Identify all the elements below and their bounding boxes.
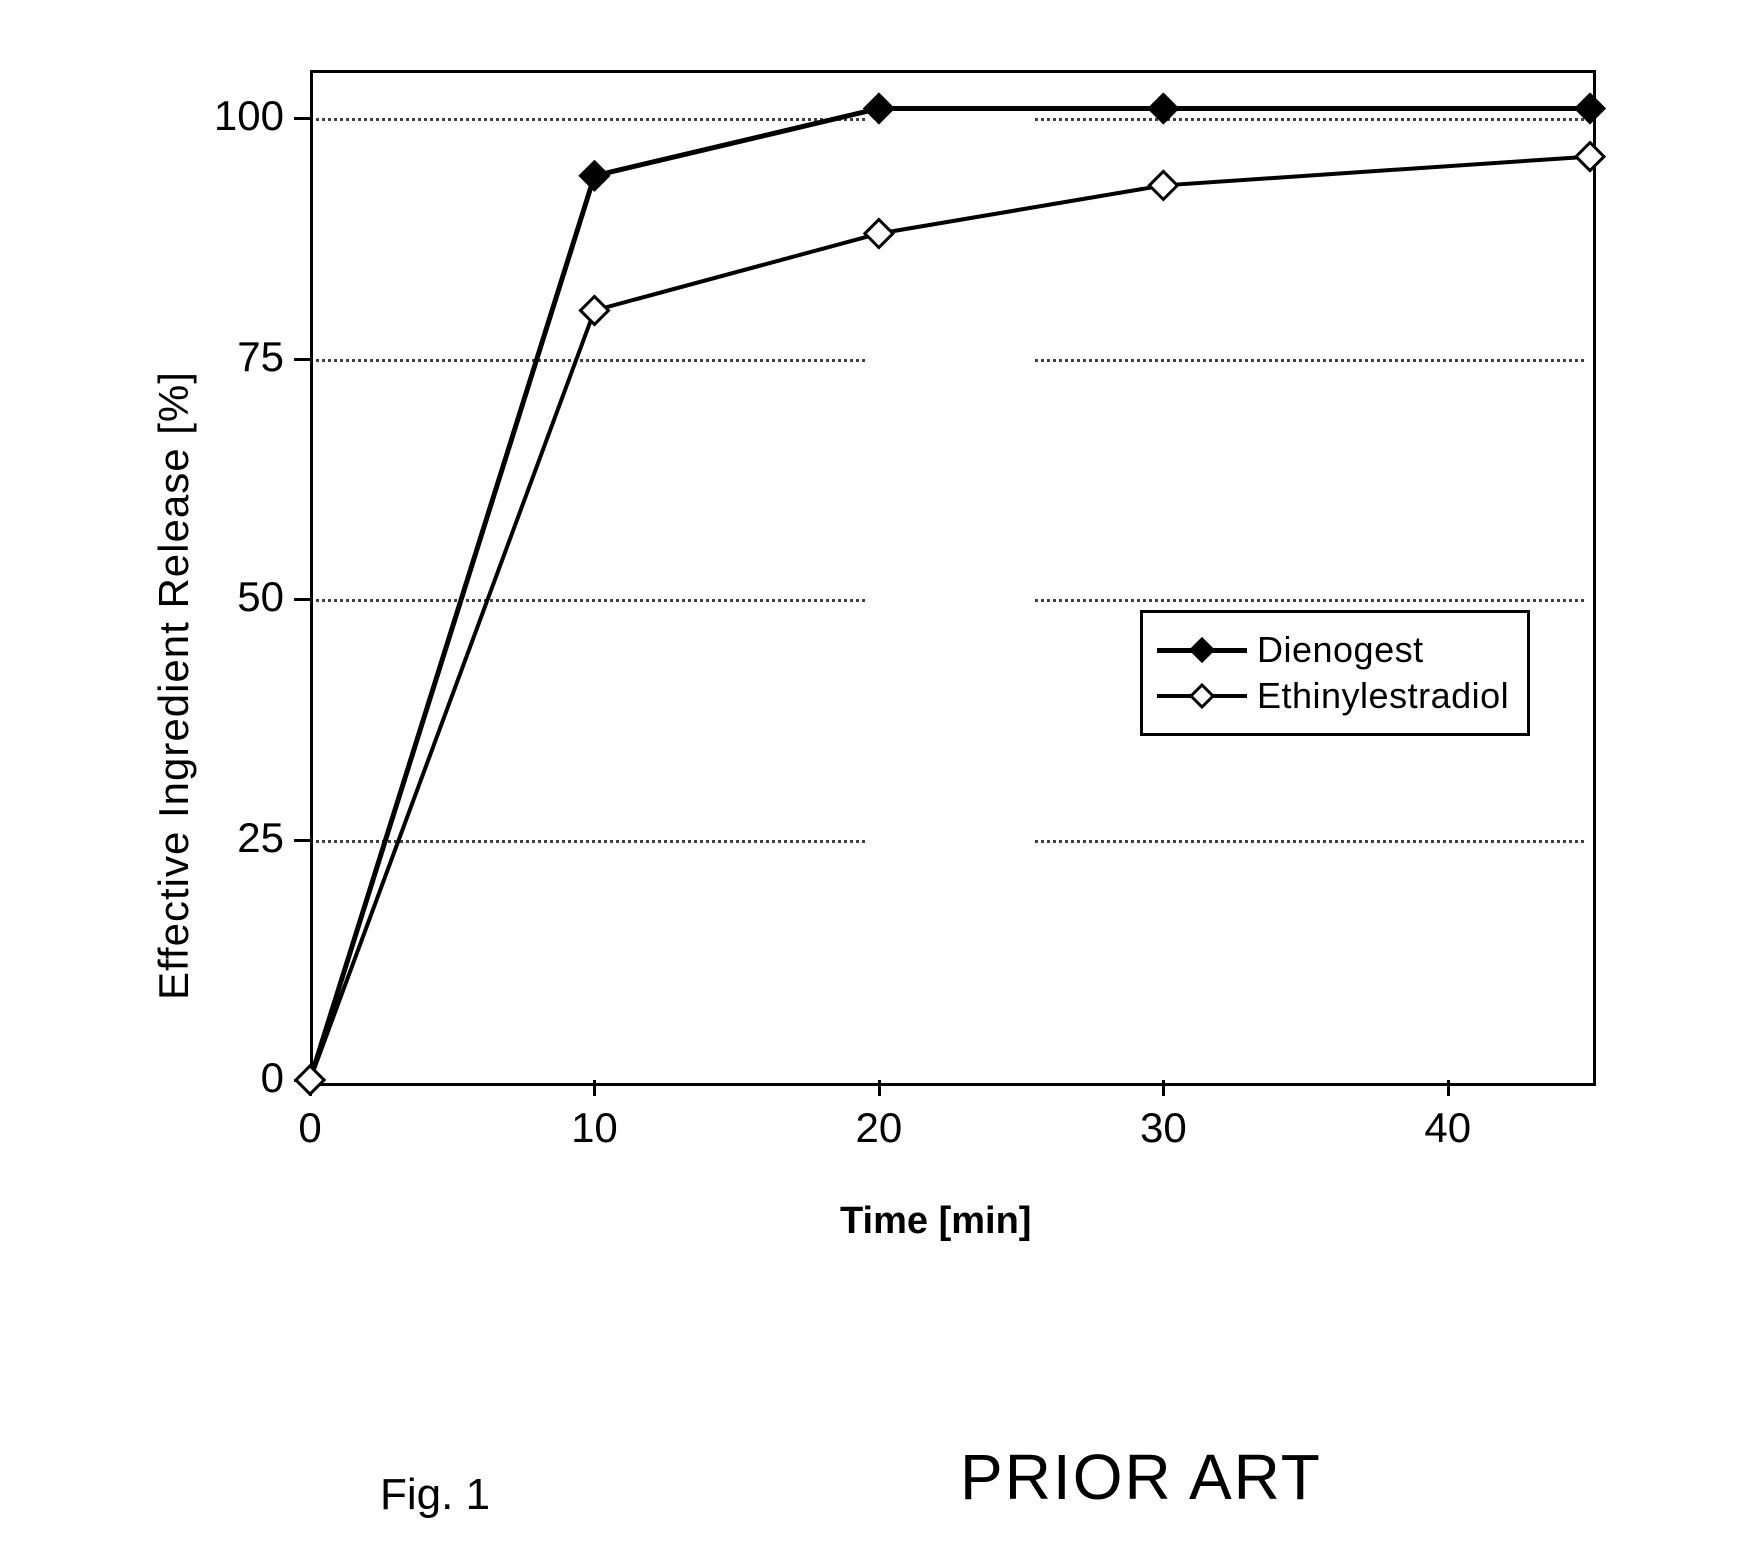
legend-item: Dienogest (1157, 629, 1509, 671)
y-axis-title: Effective Ingredient Release [%] (150, 371, 198, 1000)
gridline (1035, 359, 1584, 362)
y-tick-label: 75 (194, 333, 284, 381)
y-tick (294, 117, 310, 120)
y-tick (294, 358, 310, 361)
legend-label: Ethinylestradiol (1257, 675, 1509, 717)
diamond-marker-icon (1187, 681, 1217, 711)
plot-area (310, 70, 1596, 1086)
y-tick-label: 25 (194, 814, 284, 862)
figure-label: Fig. 1 (380, 1470, 490, 1520)
x-tick (1162, 1080, 1165, 1096)
gridline (1035, 599, 1584, 602)
y-tick (294, 839, 310, 842)
legend: DienogestEthinylestradiol (1140, 610, 1530, 736)
gridline (1035, 118, 1584, 121)
gridline (316, 359, 865, 362)
prior-art-label: PRIOR ART (960, 1440, 1322, 1514)
gridline (316, 840, 865, 843)
x-tick (878, 1080, 881, 1096)
x-axis-title: Time [min] (840, 1200, 1031, 1243)
y-tick (294, 598, 310, 601)
gridline (316, 599, 865, 602)
x-tick-label: 20 (839, 1104, 919, 1152)
legend-label: Dienogest (1257, 629, 1424, 671)
y-tick-label: 50 (194, 573, 284, 621)
gridline (316, 118, 865, 121)
x-tick-label: 0 (270, 1104, 350, 1152)
gridline (1035, 840, 1584, 843)
y-tick (294, 1079, 310, 1082)
x-tick (1447, 1080, 1450, 1096)
x-tick-label: 10 (554, 1104, 634, 1152)
x-tick (593, 1080, 596, 1096)
legend-item: Ethinylestradiol (1157, 675, 1509, 717)
x-tick-label: 30 (1123, 1104, 1203, 1152)
y-tick-label: 100 (194, 92, 284, 140)
x-tick (309, 1080, 312, 1096)
x-tick-label: 40 (1408, 1104, 1488, 1152)
y-tick-label: 0 (194, 1054, 284, 1102)
page: Effective Ingredient Release [%] Time [mi… (0, 0, 1751, 1564)
release-chart: Effective Ingredient Release [%] Time [mi… (120, 40, 1620, 1240)
diamond-marker-icon (1187, 635, 1217, 665)
